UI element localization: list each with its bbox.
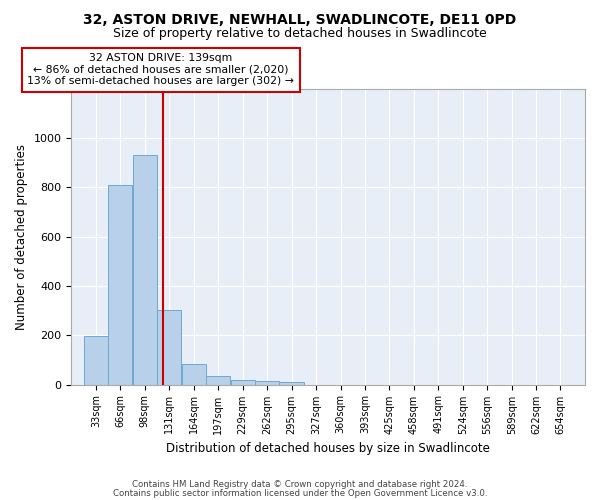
Bar: [108, 185, 133, 384]
Bar: [206, 376, 230, 384]
Text: 32 ASTON DRIVE: 139sqm
← 86% of detached houses are smaller (2,020)
13% of semi-: 32 ASTON DRIVE: 139sqm ← 86% of detached…: [28, 53, 294, 86]
Y-axis label: Number of detached properties: Number of detached properties: [15, 144, 28, 330]
Bar: [280, 382, 304, 384]
Bar: [157, 310, 181, 384]
Text: Contains HM Land Registry data © Crown copyright and database right 2024.: Contains HM Land Registry data © Crown c…: [132, 480, 468, 489]
Bar: [182, 364, 206, 384]
Text: Size of property relative to detached houses in Swadlincote: Size of property relative to detached ho…: [113, 28, 487, 40]
Bar: [230, 380, 254, 384]
Text: Contains public sector information licensed under the Open Government Licence v3: Contains public sector information licen…: [113, 489, 487, 498]
Bar: [133, 156, 157, 384]
Bar: [84, 336, 108, 384]
Bar: [255, 381, 280, 384]
Text: 32, ASTON DRIVE, NEWHALL, SWADLINCOTE, DE11 0PD: 32, ASTON DRIVE, NEWHALL, SWADLINCOTE, D…: [83, 12, 517, 26]
X-axis label: Distribution of detached houses by size in Swadlincote: Distribution of detached houses by size …: [166, 442, 490, 455]
